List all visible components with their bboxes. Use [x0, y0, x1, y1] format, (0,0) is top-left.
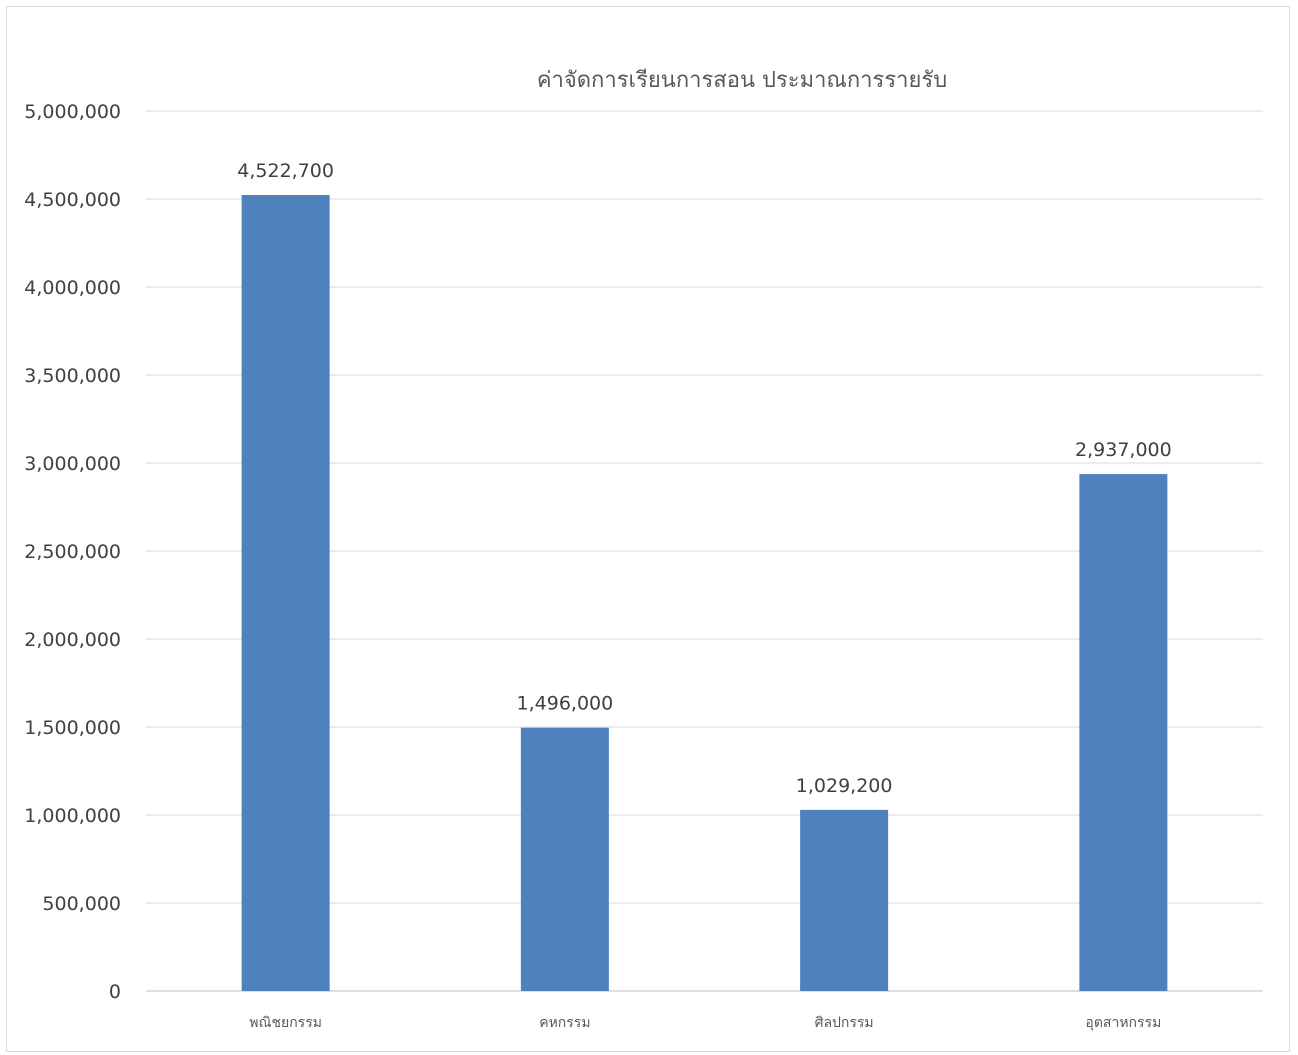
data-label: 1,029,200	[796, 775, 893, 797]
y-tick-label: 1,000,000	[24, 805, 121, 827]
y-tick-label: 5,000,000	[24, 101, 121, 123]
y-tick-label: 2,500,000	[24, 541, 121, 563]
x-axis-categories: พณิชยกรรม คหกรรม ศิลปกรรม อุตสาหกรรม	[249, 1015, 1161, 1031]
x-category-label: พณิชยกรรม	[249, 1015, 322, 1031]
y-tick-label: 3,000,000	[24, 453, 121, 475]
y-tick-label: 500,000	[42, 893, 121, 915]
bar	[800, 809, 889, 991]
bar	[241, 195, 330, 991]
chart-title: ค่าจัดการเรียนการสอน ประมาณการรายรับ	[537, 68, 947, 93]
y-tick-label: 3,500,000	[24, 365, 121, 387]
x-category-label: อุตสาหกรรม	[1085, 1015, 1161, 1031]
bar	[1079, 474, 1168, 991]
y-tick-label: 1,500,000	[24, 717, 121, 739]
gridlines	[146, 110, 1263, 992]
data-label: 4,522,700	[237, 160, 334, 182]
y-tick-label: 4,500,000	[24, 189, 121, 211]
data-label: 1,496,000	[517, 693, 614, 715]
chart-frame	[6, 6, 1290, 1052]
bars	[241, 195, 1168, 991]
y-tick-label: 2,000,000	[24, 629, 121, 651]
x-category-label: คหกรรม	[539, 1015, 590, 1031]
y-tick-label: 0	[109, 981, 121, 1003]
data-label: 2,937,000	[1075, 439, 1172, 461]
y-tick-label: 4,000,000	[24, 277, 121, 299]
data-labels: 4,522,700 1,496,000 1,029,200 2,937,000	[237, 160, 1171, 797]
y-axis-ticks: 0 500,000 1,000,000 1,500,000 2,000,000 2,500…	[24, 101, 121, 1003]
bar	[520, 727, 609, 991]
x-category-label: ศิลปกรรม	[815, 1015, 874, 1031]
